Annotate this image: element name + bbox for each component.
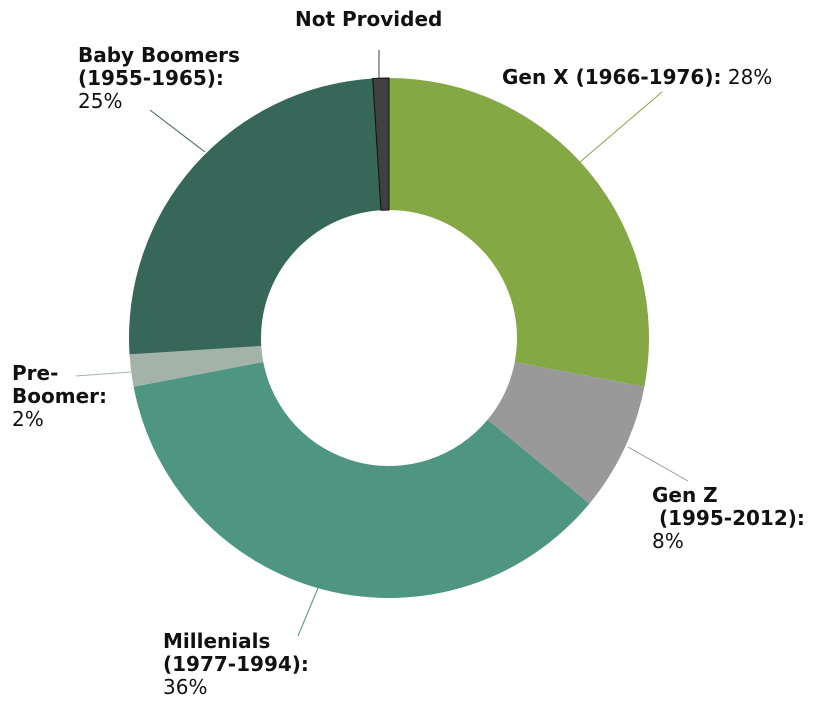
value-label: 2% [12, 407, 44, 431]
leader-line [75, 371, 132, 377]
leader-line [579, 91, 663, 163]
slice-label: Gen Z (1995-2012): 8% [652, 484, 805, 553]
value-label: 25% [78, 89, 123, 113]
slice-label: Millenials (1977-1994): 36% [163, 630, 309, 699]
leader-line [297, 587, 319, 637]
donut-slice [133, 361, 590, 598]
category-label: Pre- Boomer: [12, 361, 107, 408]
leader-line [149, 109, 206, 153]
value-label: 28% [727, 65, 773, 89]
slice-label: Baby Boomers (1955-1965): 25% [78, 44, 240, 113]
category-label: Gen X (1966-1976): [502, 65, 722, 89]
donut-slice [129, 78, 381, 355]
donut-slice [389, 78, 649, 387]
donut-slice [487, 361, 645, 504]
category-label: Baby Boomers (1955-1965): [78, 43, 240, 90]
slice-label: Gen X (1966-1976): 28% [502, 66, 772, 89]
value-label: 8% [652, 529, 684, 553]
category-label: Gen Z (1995-2012): [652, 483, 805, 530]
donut-slice [129, 346, 264, 387]
value-label: 36% [163, 675, 208, 699]
category-label: Millenials (1977-1994): [163, 629, 309, 676]
slice-label: Pre- Boomer: 2% [12, 362, 107, 431]
leader-line [627, 446, 689, 482]
slice-label: Not Provided [295, 8, 442, 31]
donut-slice [372, 77, 390, 211]
category-label: Not Provided [295, 7, 443, 31]
